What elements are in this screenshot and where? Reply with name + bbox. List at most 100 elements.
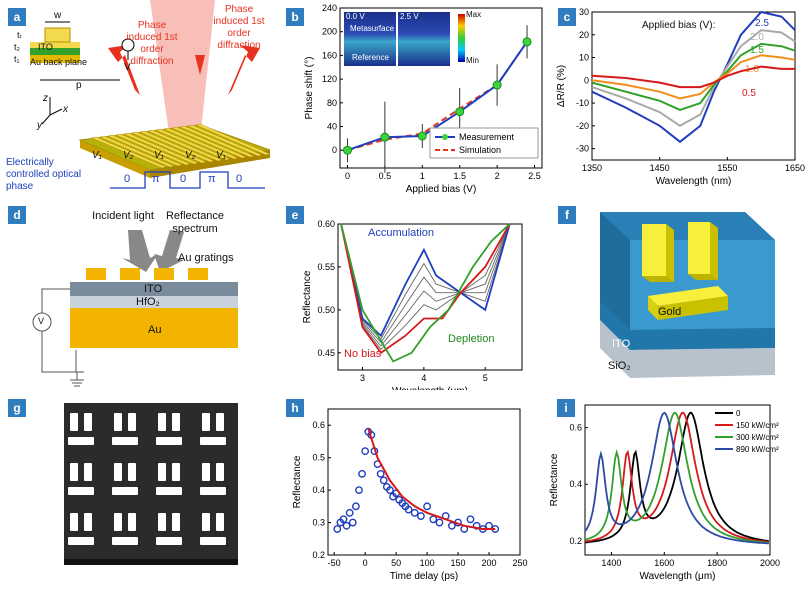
- electrode-voltage-label: V₁: [216, 150, 226, 161]
- data-point: [423, 502, 431, 511]
- grating-ridge: [139, 130, 215, 163]
- legend-label: 150 kW/cm²: [736, 421, 779, 430]
- y-tick-label: 20: [579, 30, 589, 40]
- x-tick-label: 4: [421, 373, 426, 383]
- panel-label: c: [558, 8, 576, 26]
- data-point: [379, 476, 388, 485]
- measurement-point: [455, 107, 465, 117]
- x-tick-label: 1.5: [453, 171, 466, 181]
- label-gold: Gold: [658, 306, 682, 318]
- measurement-point: [380, 132, 390, 142]
- phase-value: 0: [236, 173, 243, 185]
- grating-ridge: [147, 129, 223, 162]
- intermediate-curve: [340, 223, 511, 347]
- sem-bar: [202, 463, 210, 481]
- grating-ridge: [131, 131, 207, 164]
- phase-text-right: Phase induced 1st order diffraction: [213, 4, 265, 51]
- y-tick-label: -10: [576, 98, 589, 108]
- x-tick-label: 0: [363, 558, 368, 568]
- sem-bar: [200, 487, 226, 495]
- sem-bar: [156, 437, 182, 445]
- sem-bar: [172, 463, 180, 481]
- y-tick-label: 0: [332, 145, 337, 155]
- y-tick-label: 0.2: [569, 536, 582, 546]
- electrode-voltage-label: V₂: [185, 150, 196, 161]
- label-v: V: [124, 62, 131, 73]
- label-no-bias: No bias: [344, 348, 382, 360]
- x-tick-label: 2000: [760, 558, 780, 568]
- data-point: [386, 486, 394, 495]
- inset-image-left: [344, 12, 396, 66]
- data-point: [417, 512, 425, 520]
- panel-h: h -50 0 50 100 150 200 250 0.2 0.3 0.4 0.5 0.6 Time …: [280, 395, 540, 587]
- au-grating-ridges: [91, 123, 271, 169]
- x-axis-label: Wavelength (μm): [392, 386, 468, 390]
- legend-title: Applied bias (V):: [642, 20, 716, 31]
- panel-c: c 1350 1450 1550 1650 -30 -20 -10 0 10 20 30 Wavele…: [550, 0, 807, 195]
- electrode-voltage-label: V₁: [154, 150, 164, 161]
- panel-label: f: [558, 206, 576, 224]
- x-axis-label: Wavelength (nm): [656, 176, 732, 187]
- intermediate-curve: [340, 223, 511, 344]
- y-tick-label: 30: [579, 7, 589, 17]
- label-au-gratings: Au gratings: [178, 252, 234, 264]
- y-axis-label: Reflectance: [549, 453, 560, 506]
- phase-value: 0: [180, 173, 187, 185]
- inset-metasurface: Metasurface: [350, 24, 395, 33]
- spectrum-3: [584, 411, 769, 545]
- series-label: 1.5: [750, 45, 764, 56]
- sem-bar: [114, 413, 122, 431]
- x-tick-label: 1: [420, 171, 425, 181]
- label-accumulation: Accumulation: [368, 227, 435, 239]
- label-hfo2: HfO₂: [136, 296, 160, 308]
- x-tick-label: 50: [391, 558, 401, 568]
- data-point: [358, 469, 366, 478]
- sem-bar: [112, 537, 138, 545]
- label-p: p: [76, 80, 82, 91]
- grating-ridge: [171, 126, 247, 159]
- y-tick-label: 0.4: [312, 485, 325, 495]
- inset-reference: Reference: [352, 53, 389, 62]
- sem-bar: [68, 537, 94, 545]
- label-t1: t₁: [14, 54, 20, 64]
- series-2.0: [591, 29, 796, 127]
- sem-bar: [128, 513, 136, 531]
- data-point: [348, 518, 357, 527]
- y-axis-label: Phase shift (°): [304, 57, 315, 120]
- sem-bar: [156, 487, 182, 495]
- intermediate-curve: [340, 223, 511, 340]
- controlled-phase-text: Electrically controlled optical phase: [6, 157, 82, 192]
- x-tick-label: 2: [495, 171, 500, 181]
- sem-bar: [112, 437, 138, 445]
- fit-curve: [367, 428, 496, 530]
- x-axis-label: Applied bias (V): [406, 184, 477, 195]
- x-tick-label: 0.5: [379, 171, 392, 181]
- grating-ridge: [163, 127, 239, 160]
- axis-x: x: [63, 104, 68, 115]
- panel-label: d: [8, 206, 26, 224]
- y-tick-label: -20: [576, 121, 589, 131]
- sem-bar: [114, 463, 122, 481]
- panel-i: i 1400 1600 1800 2000 0.2 0.4 0.6 Wavelength (μ…: [545, 395, 807, 587]
- x-tick-label: 100: [420, 558, 435, 568]
- data-point: [355, 486, 363, 495]
- grating-ridge: [107, 134, 183, 167]
- sem-bar: [202, 413, 210, 431]
- sem-bar: [70, 513, 78, 531]
- y-axis-label: Reflectance: [302, 270, 313, 323]
- y-tick-label: 0.4: [569, 479, 582, 489]
- sem-bar: [156, 537, 182, 545]
- data-point: [404, 505, 413, 514]
- label-depletion: Depletion: [448, 333, 495, 345]
- measurement-line: [347, 41, 528, 152]
- sem-bar: [128, 463, 136, 481]
- sem-bar: [158, 413, 166, 431]
- label-ito: ITO: [144, 283, 163, 295]
- panel-f: f Gold ITO SiO₂: [550, 200, 807, 390]
- panel-label: i: [557, 399, 575, 417]
- grating-ridge: [155, 128, 231, 161]
- y-tick-label: 0.45: [317, 348, 335, 358]
- data-point: [351, 502, 360, 511]
- label-au-back: Au back plane: [30, 57, 88, 67]
- phase-shift-chart: 0 0.5 1 1.5 2 2.5 0 40 80 120 160 200 240 Applied bia…: [304, 3, 543, 195]
